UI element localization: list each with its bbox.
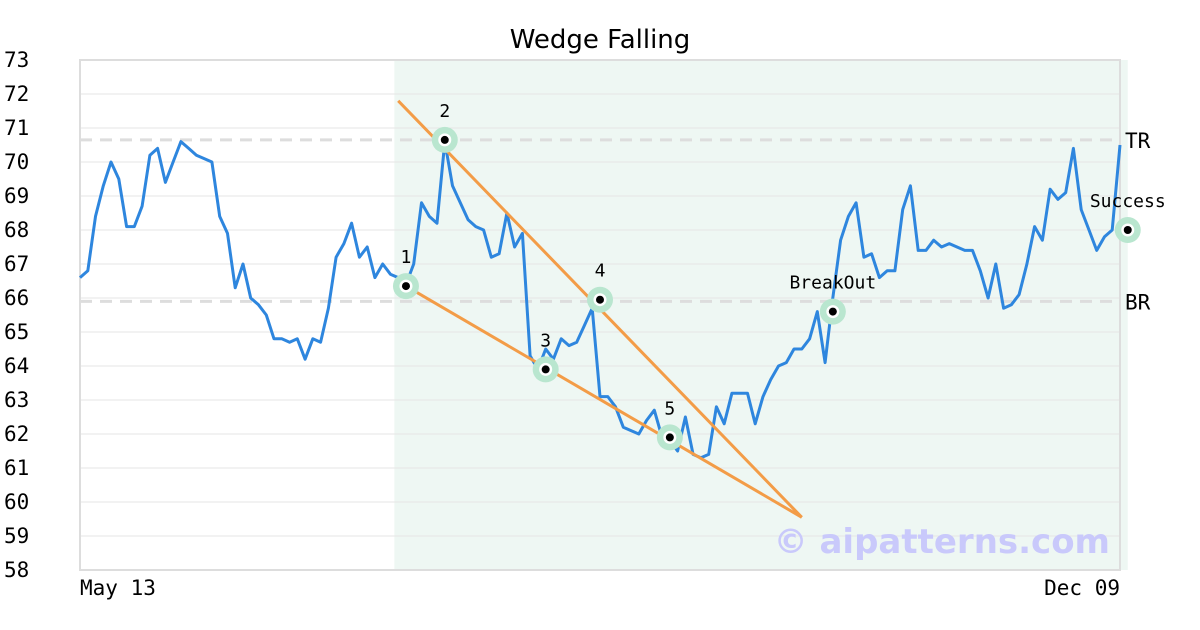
pivot-label-2: 2	[439, 101, 450, 122]
pivot-label-breakout: BreakOut	[789, 273, 876, 294]
plot-frame	[79, 59, 1121, 571]
y-tick-label: 68	[4, 218, 29, 242]
y-tick-label: 61	[4, 456, 29, 480]
pivot-label-4: 4	[595, 261, 606, 282]
y-tick-label: 71	[4, 116, 29, 140]
pivot-dot-5	[665, 433, 674, 442]
watermark: © aipatterns.com	[774, 522, 1110, 562]
pivot-label-1: 1	[401, 247, 412, 268]
pivot-dot-breakout	[828, 307, 837, 316]
y-tick-label: 72	[4, 82, 29, 106]
wedge-lower-trendline	[405, 284, 803, 519]
pivot-label-5: 5	[664, 398, 675, 419]
pivot-label-success: Success	[1090, 191, 1166, 212]
y-tick-label: 63	[4, 388, 29, 412]
y-tick-label: 64	[4, 354, 29, 378]
y-tick-label: 67	[4, 252, 29, 276]
y-tick-label: 62	[4, 422, 29, 446]
plot-area: 58 59 60 61 62 63 64 65 66 67 68 69 70 71 72 73 May 13 De…	[4, 48, 1166, 600]
pivot-dot-3	[541, 365, 550, 374]
x-tick-label: Dec 09	[1044, 576, 1120, 600]
chart-title: Wedge Falling	[510, 25, 691, 55]
level-label-tr: TR	[1125, 129, 1151, 153]
pivot-dot-1	[401, 282, 410, 291]
pattern-highlight-region	[394, 60, 1128, 570]
y-tick-label: 69	[4, 184, 29, 208]
y-tick-label: 65	[4, 320, 29, 344]
y-tick-label: 59	[4, 524, 29, 548]
y-tick-label: 73	[4, 48, 29, 72]
y-tick-label: 58	[4, 558, 29, 582]
y-tick-label: 60	[4, 490, 29, 514]
pivot-dot-success	[1123, 226, 1132, 234]
pivot-dot-2	[440, 135, 449, 144]
y-tick-label: 66	[4, 286, 29, 310]
pivot-dot-4	[596, 295, 604, 304]
y-tick-label: 70	[4, 150, 29, 174]
pivot-label-3: 3	[540, 330, 551, 351]
price-line	[79, 140, 1122, 460]
level-label-br: BR	[1125, 290, 1151, 314]
x-tick-label: May 13	[80, 576, 156, 600]
